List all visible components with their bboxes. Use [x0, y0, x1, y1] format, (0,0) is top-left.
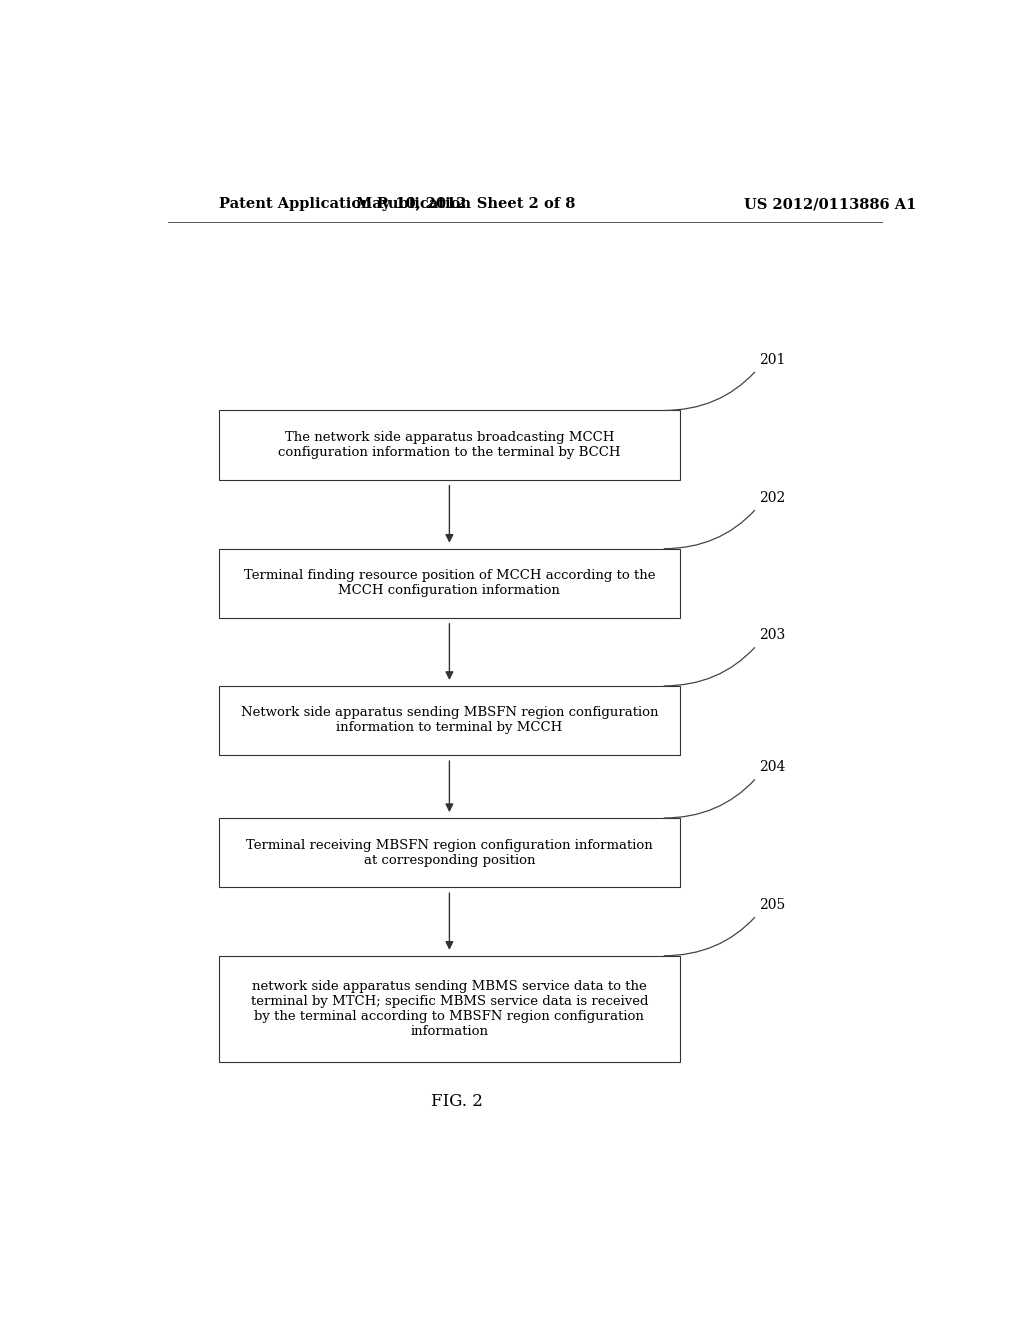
Text: 203: 203 [759, 628, 785, 643]
Text: 204: 204 [759, 760, 785, 775]
Text: Patent Application Publication: Patent Application Publication [219, 197, 471, 211]
Text: network side apparatus sending MBMS service data to the
terminal by MTCH; specif: network side apparatus sending MBMS serv… [251, 981, 648, 1038]
Text: 202: 202 [759, 491, 785, 506]
Text: FIG. 2: FIG. 2 [431, 1093, 483, 1110]
Text: May 10, 2012  Sheet 2 of 8: May 10, 2012 Sheet 2 of 8 [355, 197, 574, 211]
Text: The network side apparatus broadcasting MCCH
configuration information to the te: The network side apparatus broadcasting … [279, 432, 621, 459]
Text: 205: 205 [759, 898, 785, 912]
Text: 201: 201 [759, 352, 785, 367]
FancyBboxPatch shape [219, 549, 680, 618]
Text: Terminal finding resource position of MCCH according to the
MCCH configuration i: Terminal finding resource position of MC… [244, 569, 655, 597]
Text: Terminal receiving MBSFN region configuration information
at corresponding posit: Terminal receiving MBSFN region configur… [246, 838, 652, 867]
FancyBboxPatch shape [219, 956, 680, 1063]
FancyBboxPatch shape [219, 686, 680, 755]
Text: US 2012/0113886 A1: US 2012/0113886 A1 [744, 197, 916, 211]
FancyBboxPatch shape [219, 818, 680, 887]
Text: Network side apparatus sending MBSFN region configuration
information to termina: Network side apparatus sending MBSFN reg… [241, 706, 658, 734]
FancyBboxPatch shape [219, 411, 680, 479]
